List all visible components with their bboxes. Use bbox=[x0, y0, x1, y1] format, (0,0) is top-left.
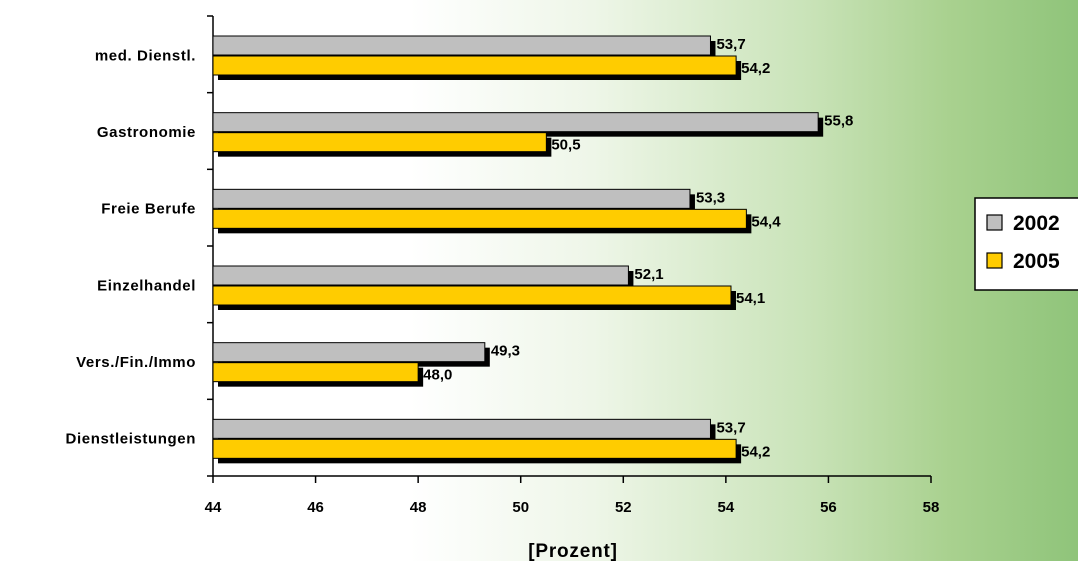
bar-2005 bbox=[212, 55, 737, 76]
x-tick-label: 48 bbox=[410, 499, 427, 516]
data-label-2005: 48,0 bbox=[423, 367, 452, 384]
bar-2002 bbox=[212, 35, 711, 56]
bar-2005 bbox=[212, 285, 732, 306]
category-label: Dienstleistungen bbox=[66, 431, 196, 448]
x-tick-label: 58 bbox=[923, 499, 940, 516]
x-tick-label: 56 bbox=[820, 499, 837, 516]
data-label-2005: 50,5 bbox=[551, 137, 580, 154]
legend-box bbox=[974, 197, 1078, 291]
data-label-2002: 53,7 bbox=[716, 36, 745, 53]
x-axis-title: [Prozent] bbox=[528, 541, 618, 561]
data-label-2002: 52,1 bbox=[634, 266, 663, 283]
data-label-2005: 54,1 bbox=[736, 290, 765, 307]
x-tick-label: 46 bbox=[307, 499, 324, 516]
data-label-2002: 53,7 bbox=[716, 419, 745, 436]
data-label-2002: 53,3 bbox=[696, 189, 725, 206]
legend-label-2002: 2002 bbox=[1013, 212, 1060, 235]
bar-2002 bbox=[212, 418, 711, 439]
bar-2002 bbox=[212, 112, 819, 133]
category-label: Vers./Fin./Immo bbox=[76, 354, 196, 371]
data-label-2002: 55,8 bbox=[824, 113, 853, 130]
x-tick-label: 54 bbox=[718, 499, 735, 516]
category-label: Einzelhandel bbox=[97, 277, 196, 294]
data-label-2005: 54,2 bbox=[741, 60, 770, 77]
legend-label-2005: 2005 bbox=[1013, 250, 1060, 273]
data-label-2005: 54,2 bbox=[741, 443, 770, 460]
bar-2002 bbox=[212, 342, 486, 363]
bar-2005 bbox=[212, 362, 419, 383]
data-label-2005: 54,4 bbox=[751, 213, 781, 230]
bar-2002 bbox=[212, 188, 691, 209]
category-label: Gastronomie bbox=[97, 124, 196, 141]
x-tick-label: 44 bbox=[205, 499, 222, 516]
category-axis: med. Dienstl. Gastronomie Freie Berufe Einz… bbox=[66, 15, 214, 477]
value-axis: 44 46 48 50 52 54 56 58 bbox=[205, 475, 940, 516]
bar-2005 bbox=[212, 438, 737, 459]
legend-swatch-2005 bbox=[986, 252, 1003, 269]
bar-2005 bbox=[212, 132, 547, 153]
category-label: Freie Berufe bbox=[101, 201, 196, 218]
x-tick-label: 52 bbox=[615, 499, 632, 516]
bar-2005 bbox=[212, 208, 747, 229]
bars: 53,7 54,2 55,8 50,5 53,3 54,4 52,1 54,1 49,3 48,0… bbox=[212, 35, 853, 464]
data-label-2002: 49,3 bbox=[491, 343, 520, 360]
category-label: med. Dienstl. bbox=[95, 47, 196, 64]
x-tick-label: 50 bbox=[512, 499, 529, 516]
bar-2002 bbox=[212, 265, 629, 286]
legend: 2002 2005 bbox=[974, 197, 1078, 291]
legend-swatch-2002 bbox=[986, 214, 1003, 231]
